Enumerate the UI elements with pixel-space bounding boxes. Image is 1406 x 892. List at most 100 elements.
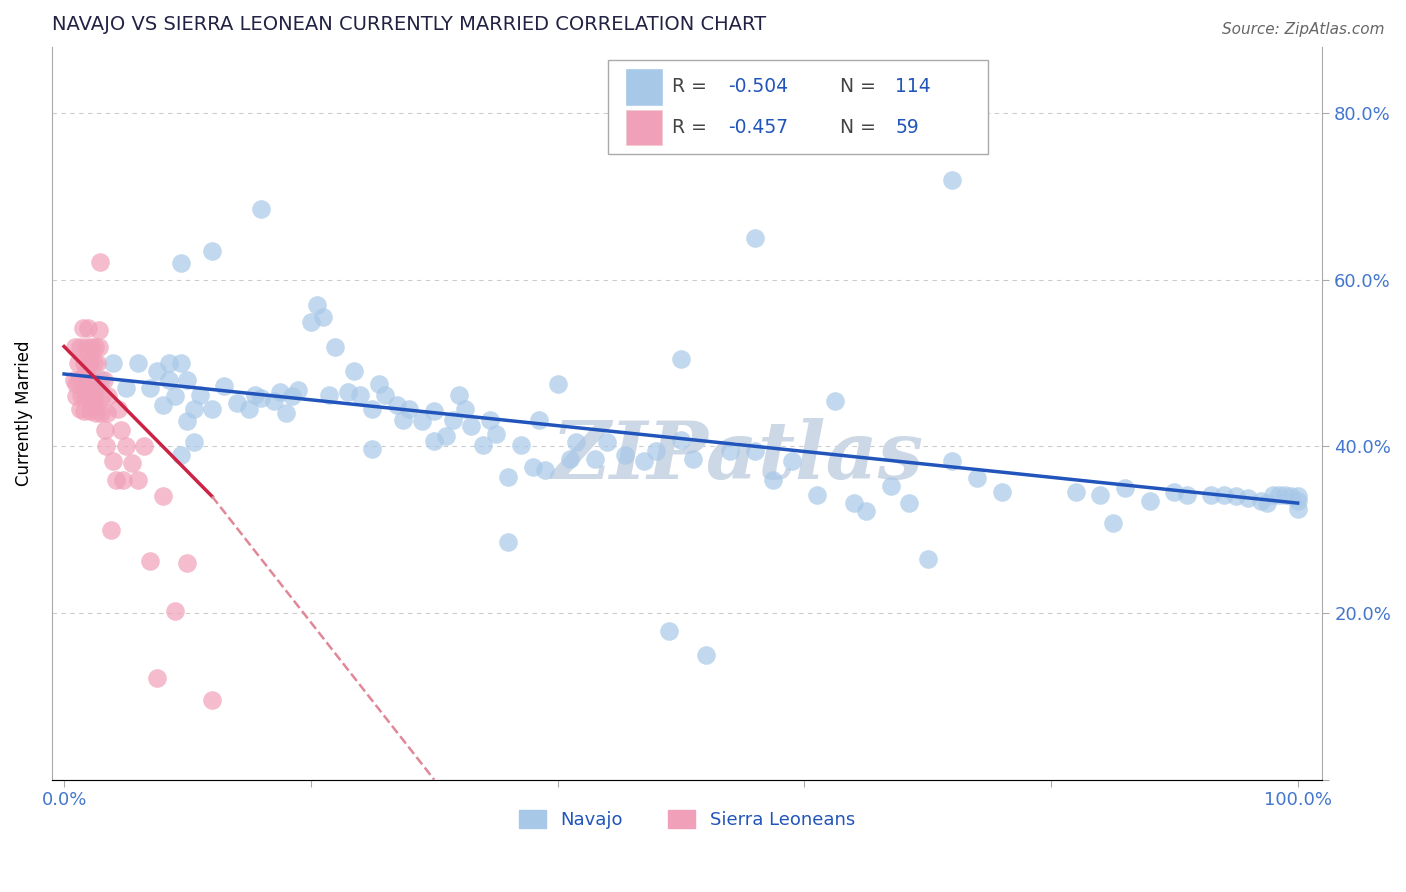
Point bbox=[183, 435, 205, 450]
Point bbox=[496, 470, 519, 484]
Point bbox=[1175, 488, 1198, 502]
Point bbox=[1286, 493, 1309, 508]
Point bbox=[898, 496, 921, 510]
Point bbox=[80, 389, 103, 403]
Point bbox=[183, 401, 205, 416]
Point bbox=[83, 356, 105, 370]
Point bbox=[583, 452, 606, 467]
Point bbox=[485, 427, 508, 442]
Legend: Navajo, Sierra Leoneans: Navajo, Sierra Leoneans bbox=[512, 803, 862, 837]
Point bbox=[447, 388, 470, 402]
Point bbox=[72, 371, 94, 385]
Point bbox=[633, 454, 655, 468]
Text: N =: N = bbox=[839, 78, 882, 96]
Point bbox=[90, 373, 112, 387]
Point bbox=[842, 496, 865, 510]
Point bbox=[645, 443, 668, 458]
Point bbox=[86, 356, 108, 370]
Point bbox=[367, 376, 389, 391]
Point bbox=[127, 356, 149, 370]
Point bbox=[139, 381, 162, 395]
Point bbox=[73, 356, 96, 370]
Point bbox=[76, 356, 98, 370]
Point bbox=[63, 339, 86, 353]
Point bbox=[84, 406, 107, 420]
Point bbox=[269, 385, 291, 400]
Point bbox=[214, 379, 236, 393]
Point bbox=[75, 339, 97, 353]
Point bbox=[139, 554, 162, 568]
Point bbox=[165, 389, 187, 403]
FancyBboxPatch shape bbox=[609, 60, 988, 154]
Point bbox=[744, 443, 766, 458]
Point bbox=[669, 351, 692, 366]
Point bbox=[245, 388, 267, 402]
Point bbox=[565, 435, 588, 450]
Point bbox=[1256, 496, 1278, 510]
Point bbox=[79, 404, 101, 418]
Point bbox=[682, 452, 704, 467]
Point bbox=[75, 364, 97, 378]
Point bbox=[66, 356, 89, 370]
Point bbox=[336, 385, 359, 400]
Point bbox=[250, 202, 273, 216]
Point bbox=[411, 414, 433, 428]
Point bbox=[65, 389, 87, 403]
Point bbox=[1261, 488, 1284, 502]
Point bbox=[478, 413, 501, 427]
Point bbox=[97, 389, 120, 403]
Point bbox=[176, 556, 198, 570]
Point bbox=[86, 376, 108, 391]
Point bbox=[94, 440, 117, 454]
Point bbox=[103, 454, 125, 468]
Text: R =: R = bbox=[672, 118, 713, 136]
Point bbox=[879, 479, 901, 493]
Point bbox=[1268, 488, 1291, 502]
Point bbox=[454, 401, 477, 416]
Point bbox=[170, 356, 193, 370]
Point bbox=[188, 388, 211, 402]
Point bbox=[744, 231, 766, 245]
Point bbox=[780, 454, 803, 468]
Point bbox=[145, 671, 167, 685]
Point bbox=[201, 244, 224, 258]
Point bbox=[250, 391, 273, 405]
Point bbox=[170, 448, 193, 462]
Point bbox=[1286, 490, 1309, 504]
Point bbox=[79, 356, 101, 370]
Point bbox=[83, 389, 105, 403]
Point bbox=[69, 401, 91, 416]
Point bbox=[73, 404, 96, 418]
Point bbox=[460, 418, 482, 433]
Y-axis label: Currently Married: Currently Married bbox=[15, 341, 32, 486]
Point bbox=[1201, 488, 1223, 502]
Point bbox=[1250, 493, 1272, 508]
Point bbox=[80, 339, 103, 353]
Point bbox=[176, 414, 198, 428]
Point bbox=[547, 376, 569, 391]
Point bbox=[1281, 490, 1303, 504]
Point bbox=[325, 339, 347, 353]
Point bbox=[305, 298, 328, 312]
Point bbox=[596, 435, 619, 450]
Text: 59: 59 bbox=[896, 118, 920, 136]
Point bbox=[496, 535, 519, 549]
Point bbox=[112, 473, 135, 487]
Point bbox=[392, 413, 415, 427]
Point bbox=[966, 471, 988, 485]
Point bbox=[82, 373, 104, 387]
Point bbox=[509, 438, 531, 452]
Point bbox=[1237, 491, 1260, 505]
Text: -0.504: -0.504 bbox=[728, 78, 787, 96]
Point bbox=[157, 373, 180, 387]
Point bbox=[201, 401, 224, 416]
Point bbox=[170, 256, 193, 270]
Point bbox=[87, 323, 110, 337]
Point bbox=[1274, 488, 1296, 502]
Point bbox=[90, 406, 112, 420]
Point bbox=[806, 488, 828, 502]
Point bbox=[917, 552, 939, 566]
Point bbox=[436, 428, 458, 442]
Text: 114: 114 bbox=[896, 78, 931, 96]
Point bbox=[165, 604, 187, 618]
